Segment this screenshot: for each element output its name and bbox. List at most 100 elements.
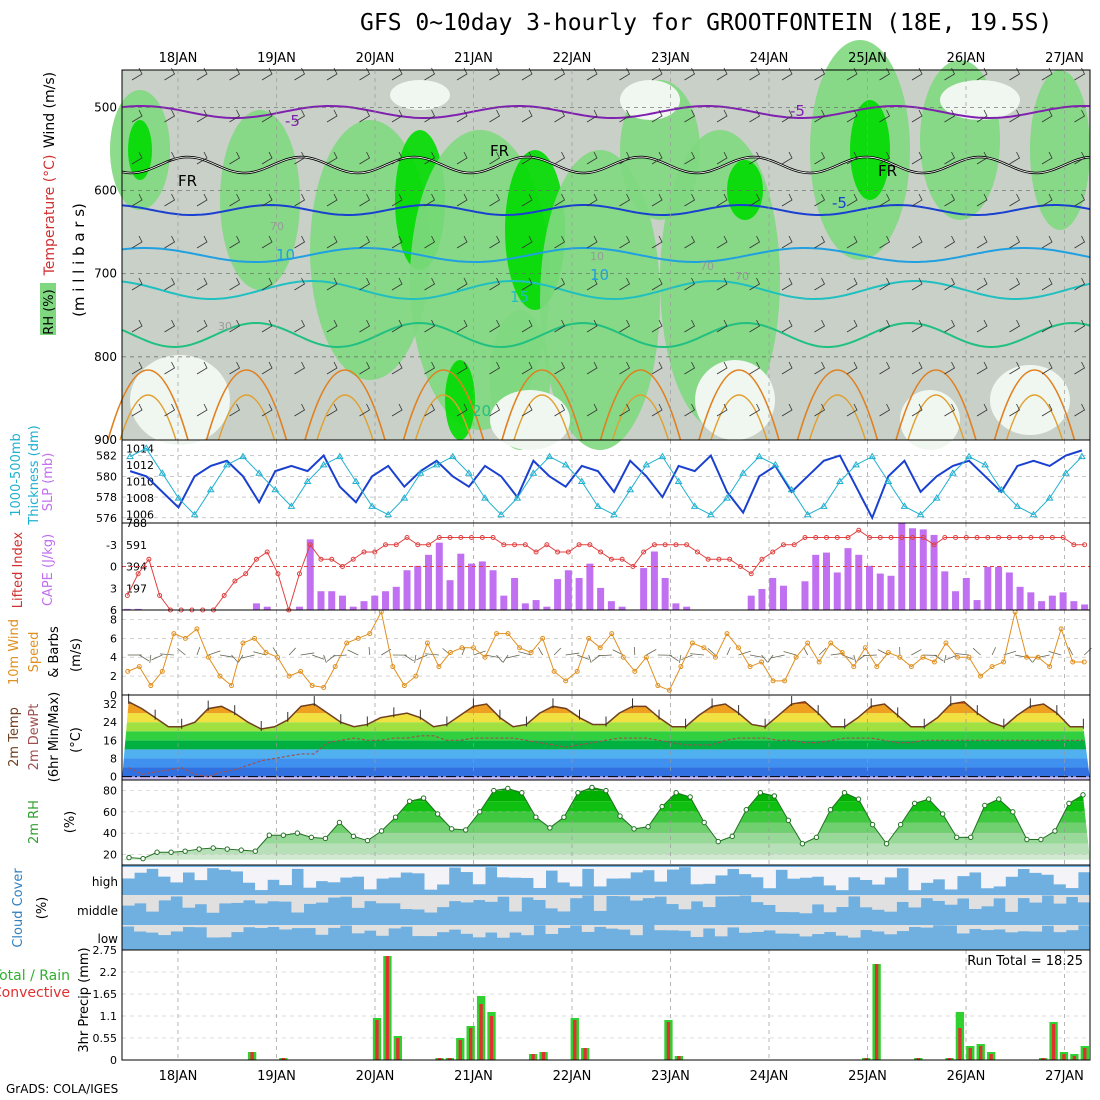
precip-convective-bar bbox=[250, 1052, 254, 1060]
wind-barb bbox=[326, 193, 338, 207]
cloud-block bbox=[182, 895, 196, 908]
wind-barb bbox=[359, 361, 371, 375]
cloud-block bbox=[521, 895, 534, 898]
chart-title: GFS 0~10day 3-hourly for GROOTFONTEIN (1… bbox=[360, 10, 1053, 36]
cape-bar bbox=[822, 552, 830, 610]
wind-barb bbox=[586, 235, 598, 249]
wind-barb bbox=[1074, 151, 1086, 165]
rh-point bbox=[785, 817, 792, 824]
wind-barb bbox=[391, 403, 403, 417]
wind-barb bbox=[1009, 151, 1021, 165]
wind-speed-point bbox=[321, 684, 327, 690]
cape-bar bbox=[941, 571, 949, 610]
y-tick-label: 582 bbox=[96, 450, 117, 463]
label-speed: Speed bbox=[27, 632, 42, 673]
wind-speed-point bbox=[816, 659, 822, 665]
wind-barb bbox=[261, 403, 273, 417]
wind-speed-point bbox=[1035, 654, 1041, 660]
cloud-block bbox=[460, 895, 474, 903]
wind-barb bbox=[1009, 235, 1021, 249]
wind-barb bbox=[619, 151, 631, 165]
wind-barb bbox=[1074, 109, 1086, 123]
slp-point bbox=[400, 494, 409, 501]
wind-barb bbox=[651, 403, 663, 417]
wind-barb bbox=[814, 277, 826, 291]
cloud-block bbox=[739, 867, 752, 875]
cape-bar bbox=[1048, 595, 1056, 610]
li-point bbox=[953, 535, 959, 540]
wind-barb bbox=[944, 109, 956, 123]
wind-barb bbox=[738, 650, 751, 656]
li-point bbox=[1039, 535, 1045, 540]
rh-point bbox=[1066, 800, 1072, 807]
wind-speed-point bbox=[1047, 664, 1053, 670]
wind-barb bbox=[489, 109, 501, 123]
cloud-block bbox=[158, 867, 171, 877]
cloud-block bbox=[364, 867, 377, 890]
li-point bbox=[512, 542, 518, 548]
li-point bbox=[157, 593, 163, 598]
wind-barb bbox=[684, 235, 696, 249]
cloud-block bbox=[170, 867, 183, 883]
wind-barb bbox=[911, 277, 923, 291]
y-tick-label: 700 bbox=[94, 267, 117, 281]
isotherm-20 bbox=[121, 321, 1091, 349]
wind-barb bbox=[196, 403, 208, 417]
cloud-block bbox=[872, 867, 885, 885]
rh-shade-10 bbox=[727, 160, 763, 220]
li-point bbox=[716, 556, 722, 562]
wind-barb bbox=[1074, 361, 1086, 375]
date-label-bottom: 24JAN bbox=[750, 1069, 789, 1084]
rh-point bbox=[280, 832, 287, 838]
y-tick-label: 16 bbox=[103, 734, 117, 747]
wind-barb bbox=[911, 361, 923, 375]
cloud-block bbox=[630, 895, 643, 901]
li-point bbox=[264, 549, 270, 555]
wind-speed-point bbox=[125, 668, 131, 674]
isotherm-warm-7 bbox=[796, 369, 879, 441]
wind-speed-point bbox=[632, 668, 638, 674]
wind-speed-point bbox=[712, 654, 718, 660]
cloud-block bbox=[908, 867, 922, 891]
wind-barb bbox=[1009, 403, 1021, 417]
cloud-block bbox=[267, 925, 280, 927]
wind-barb bbox=[651, 109, 663, 123]
li-point bbox=[479, 535, 485, 540]
label-precip: 3hr Precip (mm) bbox=[77, 947, 92, 1052]
wind-speed-point bbox=[862, 645, 868, 651]
wind-barb bbox=[651, 235, 663, 249]
cape-bar bbox=[618, 606, 626, 610]
wind-barb bbox=[554, 277, 566, 291]
wind-barb bbox=[853, 654, 857, 664]
wind-barb bbox=[229, 193, 241, 207]
rh-shade-2 bbox=[220, 110, 300, 290]
slp-point bbox=[126, 452, 134, 460]
cloud-block bbox=[1065, 925, 1079, 931]
wind-barb bbox=[619, 193, 631, 207]
wind-speed-point bbox=[643, 654, 649, 660]
cloud-block bbox=[799, 925, 813, 937]
rh-shade-1 bbox=[128, 120, 152, 180]
wind-barb bbox=[261, 193, 273, 207]
wind-barb bbox=[391, 319, 403, 333]
cloud-block bbox=[872, 925, 885, 932]
cloud-block bbox=[206, 867, 220, 869]
contour-label: 70 bbox=[270, 220, 284, 233]
wind-barb bbox=[846, 361, 858, 375]
wind-barb bbox=[554, 193, 566, 207]
rh-light-7 bbox=[390, 80, 450, 110]
wind-barb bbox=[359, 235, 371, 249]
wind-barb bbox=[456, 235, 468, 249]
date-label-top: 25JAN bbox=[848, 51, 887, 66]
wind-barb bbox=[521, 277, 533, 291]
wind-speed-point bbox=[989, 664, 995, 670]
slp-point bbox=[658, 452, 667, 460]
label-cape: CAPE (J/kg) bbox=[41, 534, 56, 606]
wind-barb bbox=[489, 193, 501, 207]
wind-barb bbox=[1041, 277, 1053, 291]
slp-point bbox=[690, 502, 699, 509]
wind-barb bbox=[229, 403, 241, 417]
wind-barb bbox=[814, 235, 826, 249]
cloud-block bbox=[896, 867, 909, 869]
wind-barb bbox=[781, 361, 793, 375]
